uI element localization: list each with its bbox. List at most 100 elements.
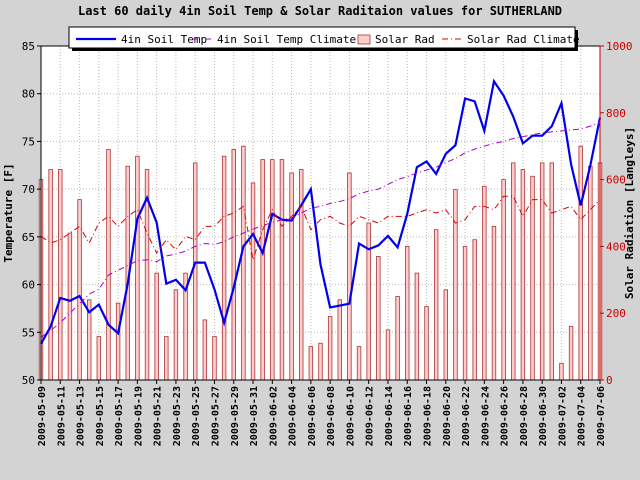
solar-rad-bar	[270, 159, 275, 381]
solar-rad-bar	[115, 302, 121, 381]
solar-rad-bar	[347, 172, 352, 381]
solar-rad-bar	[250, 182, 256, 381]
x-tick-label: 2009-05-17	[114, 386, 125, 446]
solar-rad-bar	[395, 296, 400, 381]
solar-rad-bar	[530, 175, 535, 381]
y2-tick-label: 400	[606, 240, 626, 253]
y-tick-label: 65	[22, 231, 35, 244]
solar-rad-bar	[96, 336, 102, 381]
solar-rad-bar	[568, 326, 574, 381]
y-tick-label: 80	[22, 88, 35, 101]
plot-area	[41, 46, 600, 380]
legend-label: 4in Soil Temp	[121, 33, 207, 46]
legend-swatch-solar-rad	[357, 34, 371, 45]
y2-tick-label: 800	[606, 107, 626, 120]
solar-rad-bar	[472, 239, 477, 381]
legend-label: 4in Soil Temp Climate	[217, 33, 356, 46]
y2-tick-label: 1000	[606, 40, 633, 53]
x-tick-label: 2009-06-02	[268, 386, 279, 446]
x-tick-label: 2009-07-04	[577, 386, 588, 446]
x-tick-label: 2009-05-09	[37, 386, 48, 446]
solar-rad-bar	[366, 222, 371, 381]
y2-axis-label: Solar Radiation [Langleys]	[623, 127, 636, 299]
solar-rad-bar	[520, 169, 526, 381]
x-tick-label: 2009-05-31	[249, 386, 260, 446]
solar-rad-bar	[318, 342, 323, 381]
solar-rad-bar	[482, 185, 487, 381]
legend-label: Solar Rad Climate	[467, 33, 580, 46]
legend-label: Solar Rad	[375, 33, 435, 46]
x-tick-label: 2009-05-27	[210, 386, 221, 446]
solar-rad-bar	[67, 232, 73, 381]
x-tick-label: 2009-05-11	[56, 386, 67, 446]
solar-rad-bar	[405, 245, 410, 381]
solar-rad-bar	[443, 289, 448, 381]
solar-rad-bar	[433, 229, 439, 381]
x-tick-label: 2009-06-10	[345, 386, 356, 446]
solar-rad-bar	[308, 346, 314, 381]
solar-rad-bar	[385, 329, 391, 381]
solar-rad-bar	[491, 225, 497, 381]
soil-temp-climate-line	[40, 121, 601, 338]
x-tick-label: 2009-06-24	[480, 386, 491, 446]
soil-temp-line	[40, 78, 602, 345]
y-tick-label: 70	[22, 183, 35, 196]
x-tick-label: 2009-05-15	[95, 386, 106, 446]
y2-tick-label: 0	[606, 374, 613, 387]
x-tick-label: 2009-06-30	[538, 386, 549, 446]
x-tick-label: 2009-05-19	[133, 386, 144, 446]
solar-rad-bar	[231, 149, 236, 381]
x-tick-label: 2009-06-12	[365, 386, 376, 446]
solar-rad-bar	[202, 319, 208, 381]
x-tick-label: 2009-05-21	[153, 386, 164, 446]
solar-rad-bar	[289, 172, 294, 381]
grid-lines	[40, 45, 601, 381]
x-tick-label: 2009-06-26	[500, 386, 511, 446]
solar-rad-bar	[58, 169, 63, 381]
x-tick-label: 2009-06-14	[384, 386, 395, 446]
solar-rad-bar	[424, 306, 429, 381]
solar-rad-bar	[173, 289, 179, 381]
x-tick-label: 2009-06-22	[461, 386, 472, 446]
x-tick-label: 2009-07-06	[596, 386, 607, 446]
y-tick-label: 60	[22, 279, 35, 292]
legend: 4in Soil Temp 4in Soil Temp Climate Solar …	[68, 26, 580, 51]
y-tick-label: 50	[22, 374, 35, 387]
solar-rad-bar	[327, 316, 333, 381]
x-tick-label: 2009-06-18	[423, 386, 434, 446]
right-axis: 0 200 400 600 800 1000	[599, 40, 633, 387]
y2-tick-label: 600	[606, 174, 626, 187]
solar-rad-bar	[279, 159, 285, 381]
solar-rad-bar	[511, 162, 516, 381]
x-tick-label: 2009-05-29	[230, 386, 241, 446]
solar-rad-bar	[453, 189, 458, 381]
x-axis: 2009-05-09 2009-05-11 2009-05-13 2009-05-15…	[37, 380, 607, 446]
solar-rad-bar	[193, 162, 198, 381]
solar-rad-bar	[164, 336, 169, 381]
solar-rad-bar	[588, 165, 593, 381]
x-tick-label: 2009-06-06	[307, 386, 318, 446]
solar-rad-bar	[337, 299, 342, 381]
chart-title: Last 60 daily 4in Soil Temp & Solar Radi…	[78, 4, 562, 18]
solar-rad-bar	[260, 159, 265, 381]
solar-rad-bar	[376, 256, 381, 381]
x-tick-label: 2009-07-02	[557, 386, 568, 446]
solar-rad-bar	[241, 145, 246, 381]
y-axis-label: Temperature [F]	[2, 163, 15, 262]
solar-rad-bar	[135, 155, 140, 381]
solar-rad-bar	[356, 346, 362, 381]
legend-box	[68, 26, 576, 49]
solar-rad-bar	[539, 162, 545, 381]
x-tick-label: 2009-06-04	[288, 386, 299, 446]
solar-rad-bar	[501, 179, 506, 381]
solar-rad-bar	[154, 272, 159, 381]
x-tick-label: 2009-06-20	[442, 386, 453, 446]
x-tick-label: 2009-06-28	[519, 386, 530, 446]
x-tick-label: 2009-06-16	[403, 386, 414, 446]
solar-rad-bar	[549, 162, 555, 381]
solar-rad-bar	[48, 169, 53, 381]
solar-rad-bar	[221, 155, 227, 381]
y-tick-label: 85	[22, 40, 35, 53]
solar-rad-climate-line	[40, 195, 601, 260]
